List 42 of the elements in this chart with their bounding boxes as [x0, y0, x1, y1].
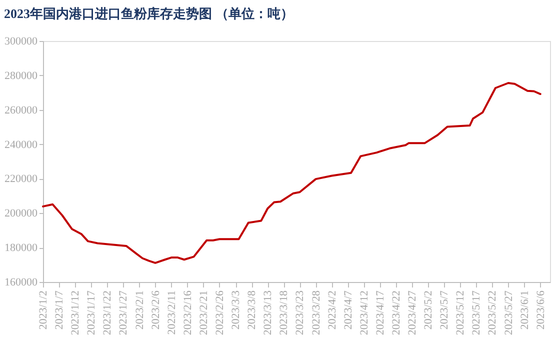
x-tick-label: 2023/3/13 [262, 290, 274, 336]
x-tick-label: 2023/1/2 [38, 290, 50, 330]
x-tick-label: 2023/3/23 [294, 290, 306, 336]
x-tick-label: 2023/5/27 [502, 290, 515, 336]
x-tick-label: 2023/5/7 [438, 290, 451, 330]
x-tick-label: 2023/2/1 [134, 290, 146, 330]
x-tick-label: 2023/2/6 [150, 290, 162, 330]
x-tick-label: 2023/4/12 [358, 290, 370, 336]
x-tick-label: 2023/2/21 [198, 290, 210, 336]
x-tick-label: 2023/1/22 [102, 290, 114, 336]
y-tick-label: 300000 [4, 36, 38, 48]
y-tick-label: 200000 [4, 208, 38, 220]
x-tick-label: 2023/5/12 [454, 290, 467, 336]
x-tick-label: 2023/5/2 [422, 290, 435, 330]
x-tick-label: 2023/2/16 [182, 290, 194, 336]
y-tick-label: 220000 [4, 173, 38, 186]
chart-title: 2023年国内港口进口鱼粉库存走势图 （单位：吨） [4, 6, 294, 21]
x-tick-label: 2023/6/1 [518, 290, 531, 330]
x-tick-label: 2023/4/22 [390, 290, 402, 336]
x-tick-label: 2023/1/17 [86, 290, 98, 336]
line-series [42, 82, 542, 264]
x-tick-label: 2023/4/2 [326, 290, 338, 330]
x-tick-label: 2023/4/17 [374, 290, 386, 336]
x-tick-label: 2023/3/18 [278, 290, 290, 336]
y-tick-label: 280000 [4, 70, 38, 82]
x-tick-label: 2023/6/6 [534, 290, 547, 330]
x-tick-label: 2023/1/27 [118, 290, 130, 336]
x-tick-label: 2023/1/12 [70, 290, 82, 336]
x-tick-label: 2023/1/7 [54, 290, 66, 330]
y-tick-label: 240000 [4, 138, 38, 151]
x-tick-label: 2023/3/3 [230, 290, 242, 330]
x-tick-label: 2023/5/22 [486, 290, 499, 336]
x-tick-label: 2023/3/28 [310, 290, 322, 336]
x-tick-label: 2023/4/27 [406, 290, 419, 336]
x-tick-label: 2023/2/11 [166, 290, 178, 335]
x-tick-label: 2023/2/26 [214, 290, 226, 336]
y-tick-label: 160000 [4, 276, 38, 288]
y-tick-label: 180000 [4, 242, 38, 254]
x-tick-label: 2023/5/17 [470, 290, 483, 336]
x-tick-label: 2023/3/8 [246, 290, 258, 330]
y-tick-label: 260000 [4, 104, 38, 116]
x-tick-label: 2023/4/7 [342, 290, 354, 330]
